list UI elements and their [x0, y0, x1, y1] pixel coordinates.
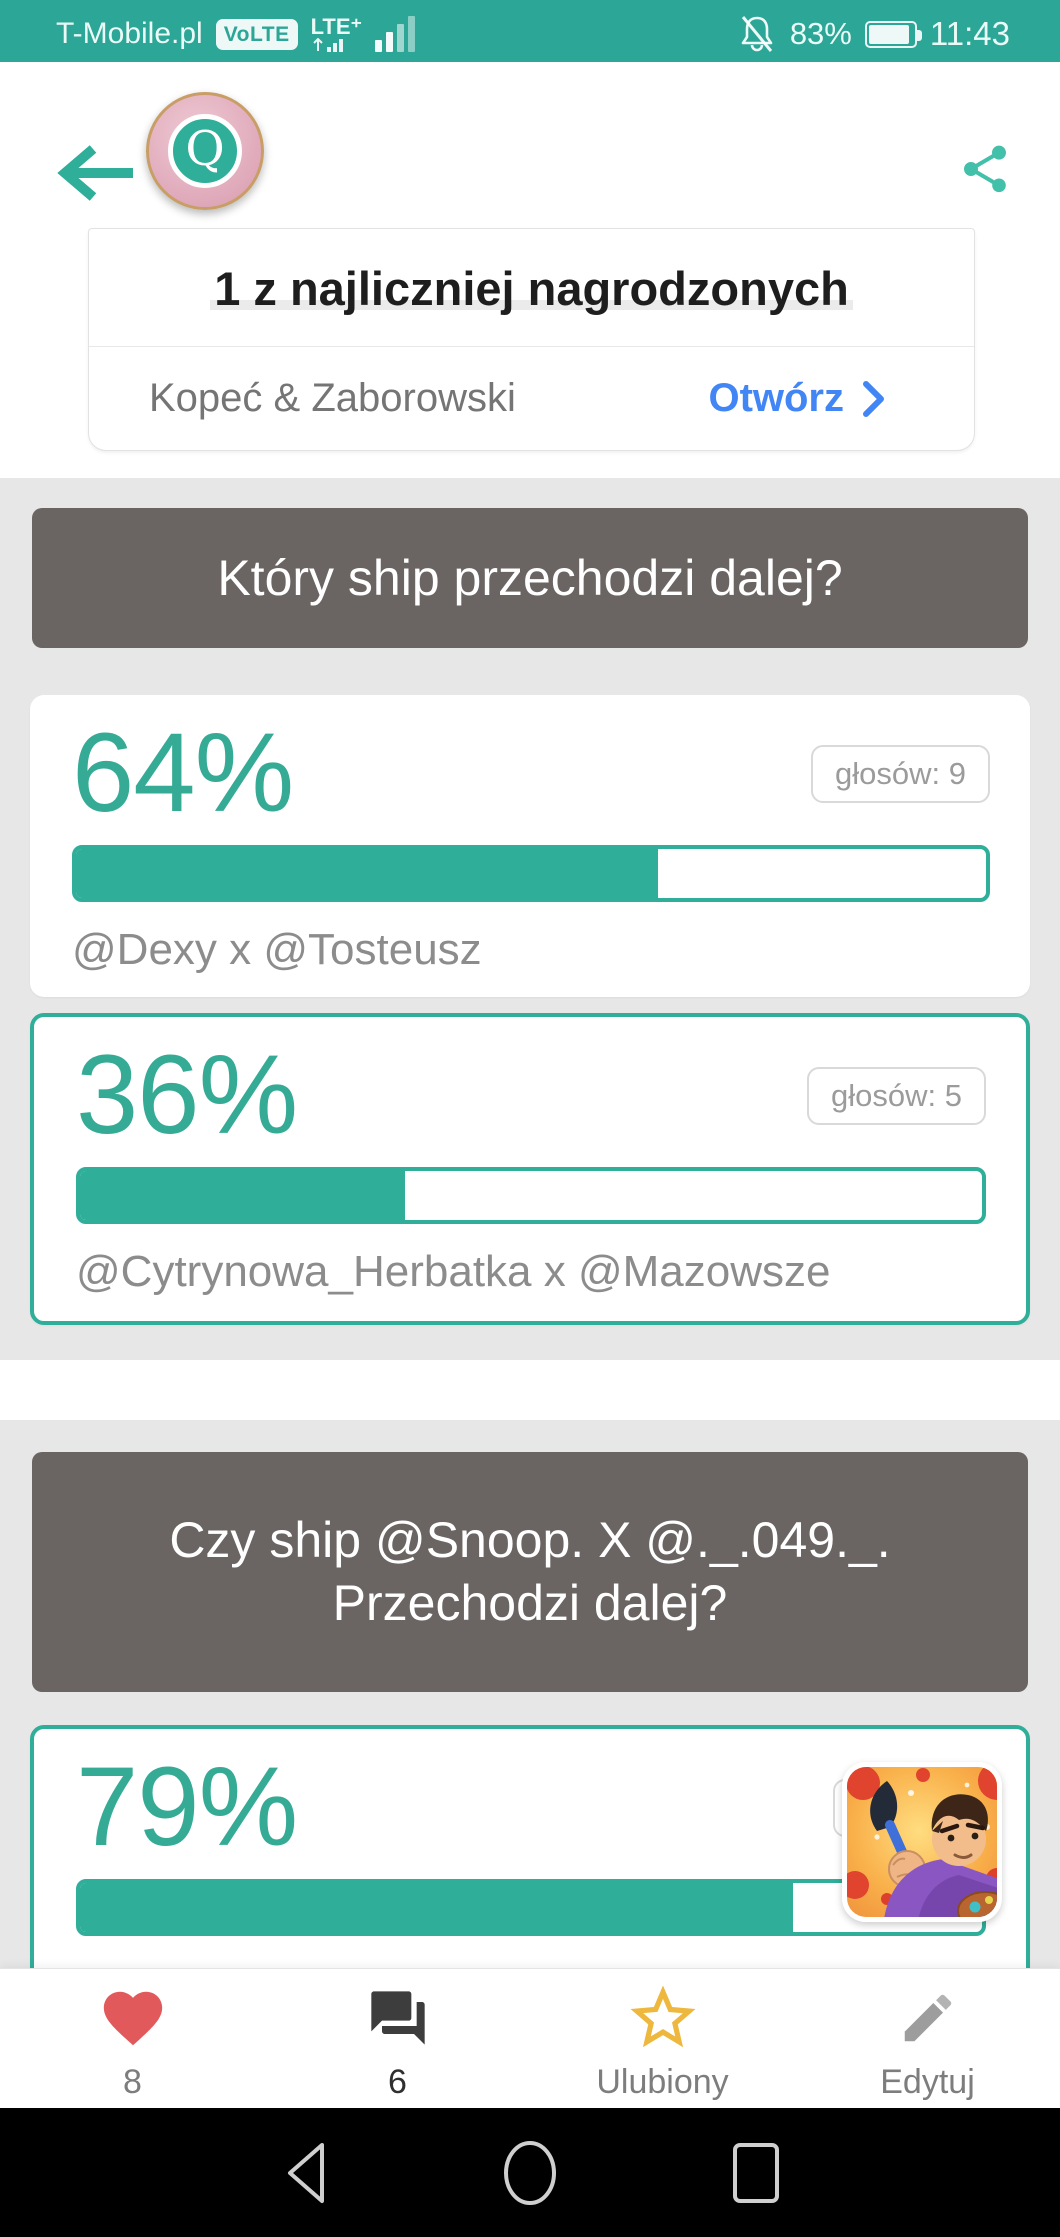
share-button[interactable] — [957, 138, 1013, 200]
android-home-button[interactable] — [498, 2133, 562, 2213]
progress-fill — [80, 1883, 793, 1932]
android-nav-bar — [0, 2108, 1060, 2237]
data-activity-icon — [312, 37, 343, 52]
poll-section-1: Który ship przechodzi dalej? 64% głosów:… — [0, 478, 1060, 1360]
android-recents-button[interactable] — [724, 2133, 788, 2213]
pencil-icon — [904, 1994, 951, 2042]
status-bar-left: T-Mobile.pl VoLTE LTE⁺ — [56, 13, 419, 53]
quiz-logo-letter: Q — [185, 121, 225, 177]
ad-advertiser-label: Kopeć & Zaborowski — [149, 376, 516, 420]
network-type-label: LTE⁺ — [310, 13, 363, 39]
poll-question-1: Który ship przechodzi dalej? — [32, 508, 1028, 648]
option-name: @Cytrynowa_Herbatka x @Mazowsze — [76, 1247, 831, 1296]
carrier-label: T-Mobile.pl — [56, 17, 203, 50]
android-back-button[interactable] — [272, 2133, 336, 2213]
battery-icon — [864, 20, 922, 48]
star-icon — [630, 1985, 695, 2048]
back-arrow-icon — [57, 145, 133, 201]
recents-square-icon — [733, 2142, 779, 2203]
volte-badge: VoLTE — [215, 18, 298, 50]
votes-badge: głosów: 5 — [807, 1067, 986, 1125]
back-button[interactable] — [55, 142, 139, 204]
heart-icon — [103, 1991, 162, 2046]
edit-label: Edytuj — [880, 2063, 975, 2101]
progress-bar — [76, 1879, 986, 1936]
poll-1-option-1[interactable]: 64% głosów: 9 @Dexy x @Tosteusz — [30, 695, 1030, 997]
ad-open-label: Otwórz — [708, 376, 844, 420]
lte-indicator: LTE⁺ — [310, 13, 363, 53]
quiz-logo-disc: Q — [168, 114, 242, 188]
painter-boy-avatar-art — [847, 1767, 997, 1917]
option-percent: 79% — [76, 1744, 298, 1869]
option-name: @Dexy x @Tosteusz — [72, 925, 482, 974]
share-icon — [964, 145, 1006, 193]
status-bar: T-Mobile.pl VoLTE LTE⁺ — [0, 0, 1060, 62]
painter-boy-avatar — [842, 1762, 1002, 1922]
likes-button[interactable]: 8 — [0, 1969, 265, 2108]
comments-count: 6 — [388, 2063, 407, 2101]
comments-button[interactable]: 6 — [265, 1969, 530, 2108]
poll-1-option-2[interactable]: 36% głosów: 5 @Cytrynowa_Herbatka x @Maz… — [30, 1013, 1030, 1325]
ad-headline: 1 z najliczniej nagrodzonych — [89, 261, 974, 316]
status-bar-right: 83% 11:43 — [737, 13, 1010, 55]
home-circle-icon — [504, 2140, 556, 2205]
app-header-area: Q 1 z najliczniej nagrodzonych Kopeć & Z… — [0, 62, 1060, 478]
progress-bar — [76, 1167, 986, 1224]
ad-footer: Kopeć & Zaborowski Otwórz — [89, 346, 974, 450]
ad-open-button[interactable]: Otwórz — [708, 376, 886, 421]
edit-button[interactable]: Edytuj — [795, 1969, 1060, 2108]
quiz-logo: Q — [146, 92, 264, 210]
signal-bars-icon — [375, 16, 416, 52]
progress-bar — [72, 845, 990, 902]
bottom-nav: 8 6 Ulubiony — [0, 1968, 1060, 2108]
option-percent: 36% — [76, 1032, 298, 1157]
ad-card[interactable]: 1 z najliczniej nagrodzonych Kopeć & Zab… — [88, 228, 975, 451]
option-percent: 64% — [72, 710, 294, 835]
progress-fill — [76, 849, 659, 898]
favorite-label: Ulubiony — [596, 2063, 729, 2101]
poll-question-2: Czy ship @Snoop. X @._.049._. Przechodzi… — [32, 1452, 1028, 1692]
likes-count: 8 — [123, 2063, 142, 2101]
bell-off-icon — [741, 16, 773, 52]
clock-label: 11:43 — [929, 15, 1010, 52]
chat-icon — [370, 1991, 425, 2045]
back-triangle-icon — [288, 2142, 324, 2203]
progress-fill — [80, 1171, 405, 1220]
battery-percent-label: 83% — [789, 16, 852, 51]
chevron-right-icon — [863, 380, 884, 417]
favorite-button[interactable]: Ulubiony — [530, 1969, 795, 2108]
votes-badge: głosów: 9 — [811, 745, 990, 803]
